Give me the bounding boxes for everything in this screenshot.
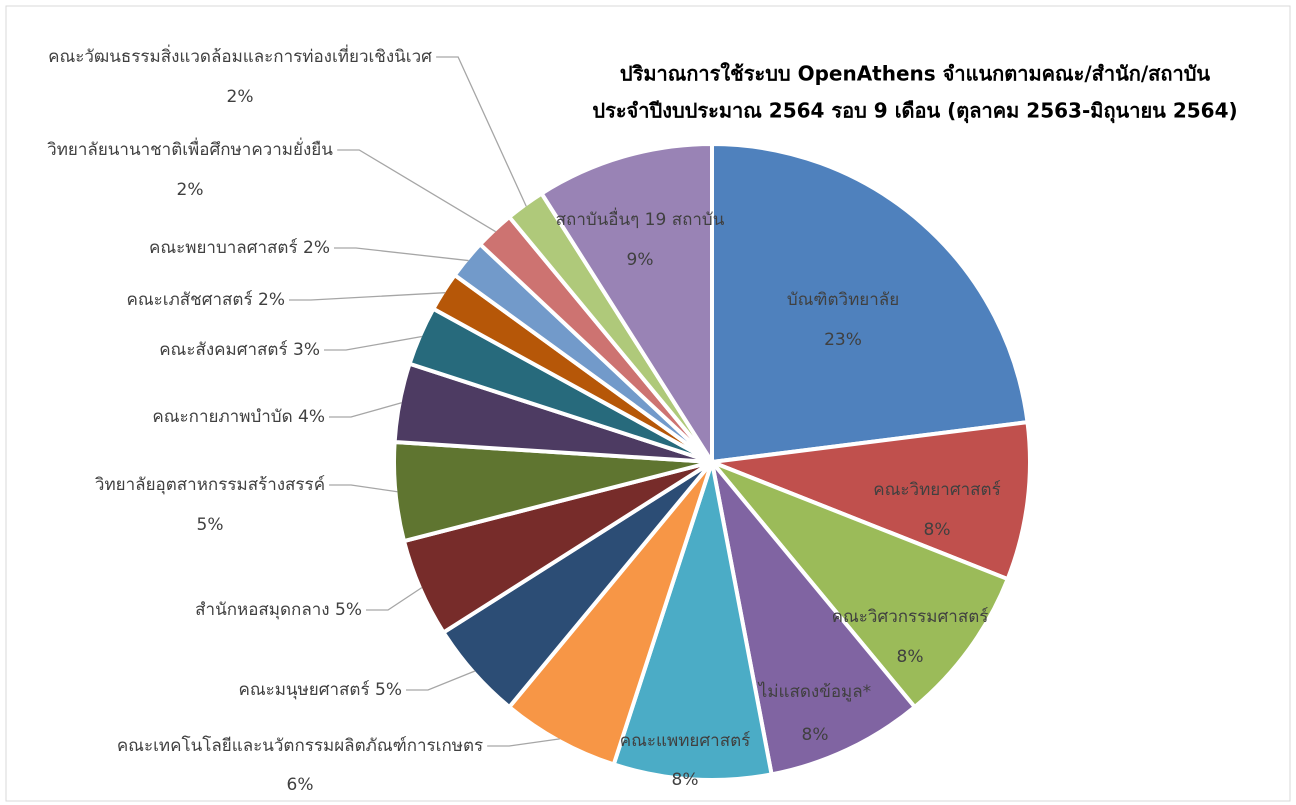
data-label: สำนักหอสมุดกลาง 5% (195, 600, 362, 620)
data-label-name: ไม่แสดงข้อมูล* (757, 681, 871, 702)
pie-slice (710, 460, 918, 777)
data-label-value: 5% (335, 600, 362, 620)
data-label-name: สถาบันอื่นๆ 19 สถาบัน (556, 207, 725, 230)
leader-line (406, 670, 476, 691)
pie-slice (710, 141, 1030, 465)
data-label-name: คณะพยาบาลศาสตร์ (149, 238, 298, 258)
data-label-name: คณะเทคโนโลยีและนวัตกรรมผลิตภัณฑ์การเกษตร (117, 735, 483, 756)
data-label: คณะสังคมศาสตร์ 3% (159, 340, 320, 360)
data-label-value: 2% (177, 180, 204, 200)
data-label-name: คณะวิทยาศาสตร์ (873, 480, 1000, 500)
data-label: คณะพยาบาลศาสตร์ 2% (149, 238, 330, 258)
data-label-value: 2% (303, 238, 330, 258)
data-label-name: บัณฑิตวิทยาลัย (787, 290, 899, 310)
data-label-name: คณะวิศวกรรมศาสตร์ (832, 607, 989, 627)
data-label-value: 4% (298, 407, 325, 427)
pie-slice (538, 141, 714, 469)
data-label: คณะเภสัชศาสตร์ 2% (127, 290, 285, 310)
data-label-name: คณะแพทยศาสตร์ (620, 731, 751, 751)
leader-line (289, 292, 446, 301)
leader-line (329, 402, 402, 418)
data-label-name: สำนักหอสมุดกลาง (195, 600, 329, 620)
data-label-value: 3% (293, 340, 320, 360)
data-label-name: คณะสังคมศาสตร์ (159, 340, 287, 360)
leader-line (337, 149, 497, 233)
pie-slice (711, 419, 1032, 582)
data-label-name: วิทยาลัยอุตสาหกรรมสร้างสรรค์ (94, 475, 325, 495)
data-label-name: คณะเภสัชศาสตร์ (127, 290, 253, 310)
chart-subtitle: ประจำปีงบประมาณ 2564 รอบ 9 เดือน (ตุลาคม… (592, 99, 1237, 124)
data-label-value: 8% (672, 770, 699, 790)
data-label-value: 8% (897, 647, 924, 667)
leader-line (436, 56, 527, 207)
pie-slice (710, 460, 1011, 710)
data-label-value: 5% (375, 680, 402, 700)
data-label-value: 2% (227, 87, 254, 107)
data-label-name: คณะวัฒนธรรมสิ่งแวดล้อมและการท่องเที่ยวเช… (48, 44, 432, 67)
pie-slice (506, 460, 714, 767)
data-label: คณะมนุษยศาสตร์ 5% (238, 680, 402, 700)
leader-line (329, 484, 398, 493)
pie-slice (611, 461, 774, 782)
data-label-value: 5% (197, 515, 224, 535)
data-label-value: 8% (924, 520, 951, 540)
leader-line (487, 738, 560, 747)
data-label-value: 6% (287, 775, 314, 795)
data-label-name: คณะกายภาพบำบัด (152, 407, 292, 427)
data-label-value: 9% (627, 250, 654, 270)
data-label: คณะกายภาพบำบัด 4% (152, 407, 325, 427)
leader-line (366, 586, 423, 611)
data-label-name: วิทยาลัยนานาชาติเพื่อศึกษาความยั่งยืน (47, 137, 334, 160)
data-label-name: คณะมนุษยศาสตร์ (238, 680, 369, 700)
leader-line (334, 247, 469, 262)
leader-line (324, 335, 423, 351)
data-label-value: 8% (802, 725, 829, 745)
data-label-value: 2% (258, 290, 285, 310)
chart-title: ปริมาณการใช้ระบบ OpenAthens จำแนกตามคณะ/… (620, 62, 1211, 86)
data-label-value: 23% (824, 330, 862, 350)
